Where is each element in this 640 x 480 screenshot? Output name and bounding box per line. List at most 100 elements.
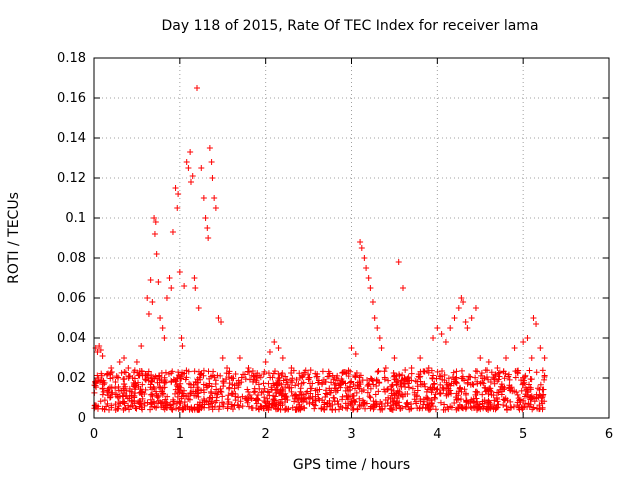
- data-point: [374, 325, 381, 331]
- baseline-point: [518, 404, 525, 411]
- baseline-point: [505, 385, 512, 392]
- baseline-point: [126, 385, 133, 392]
- baseline-point: [463, 404, 470, 411]
- baseline-point: [246, 392, 253, 399]
- baseline-point: [269, 374, 276, 381]
- data-point: [266, 349, 273, 355]
- baseline-point: [520, 397, 527, 404]
- baseline-point: [293, 395, 300, 402]
- baseline-point: [207, 388, 214, 395]
- baseline-point: [482, 388, 489, 395]
- baseline-point: [524, 404, 531, 411]
- baseline-point: [385, 377, 392, 384]
- baseline-point: [276, 374, 283, 381]
- baseline-point: [402, 367, 409, 374]
- baseline-point: [356, 379, 363, 386]
- baseline-point: [228, 390, 235, 397]
- data-point: [202, 215, 209, 221]
- baseline-point: [402, 391, 409, 398]
- baseline-point: [339, 396, 346, 403]
- data-point: [144, 295, 151, 301]
- baseline-point: [526, 367, 533, 374]
- baseline-point: [261, 394, 268, 401]
- baseline-point: [501, 397, 508, 404]
- baseline-point: [412, 398, 419, 405]
- baseline-point: [416, 405, 423, 412]
- baseline-point: [337, 384, 344, 391]
- baseline-point: [157, 384, 164, 391]
- baseline-point: [373, 401, 380, 408]
- baseline-point: [456, 384, 463, 391]
- baseline-point: [205, 401, 212, 408]
- baseline-point: [458, 367, 465, 374]
- baseline-point: [473, 406, 480, 413]
- data-point: [288, 365, 295, 371]
- data-point: [151, 231, 158, 237]
- x-tick-label: 3: [347, 427, 355, 442]
- baseline-point: [370, 381, 377, 388]
- baseline-point: [408, 400, 415, 407]
- baseline-point: [409, 385, 416, 392]
- baseline-point: [437, 373, 444, 380]
- baseline-point: [303, 390, 310, 397]
- baseline-point: [479, 400, 486, 407]
- baseline-point: [499, 383, 506, 390]
- baseline-point: [266, 401, 273, 408]
- baseline-point: [182, 376, 189, 383]
- baseline-point: [107, 375, 114, 382]
- baseline-point: [272, 387, 279, 394]
- baseline-point: [275, 390, 282, 397]
- x-tick-label: 5: [519, 427, 527, 442]
- baseline-point: [277, 387, 284, 394]
- baseline-point: [490, 392, 497, 399]
- baseline-point: [399, 405, 406, 412]
- baseline-point: [125, 402, 132, 409]
- baseline-point: [215, 389, 222, 396]
- baseline-point: [492, 405, 499, 412]
- baseline-point: [381, 376, 388, 383]
- data-point: [153, 251, 160, 257]
- grid-lines: [94, 58, 609, 418]
- baseline-point: [300, 379, 307, 386]
- baseline-point: [208, 398, 215, 405]
- baseline-point: [248, 404, 255, 411]
- data-point: [528, 355, 535, 361]
- data-point: [159, 325, 166, 331]
- baseline-point: [122, 405, 129, 412]
- baseline-point: [126, 395, 133, 402]
- baseline-point: [115, 374, 122, 381]
- baseline-point: [344, 405, 351, 412]
- data-point: [218, 319, 225, 325]
- baseline-point: [231, 402, 238, 409]
- baseline-point: [500, 368, 507, 375]
- baseline-point: [98, 370, 105, 377]
- data-point: [187, 179, 194, 185]
- baseline-point: [366, 380, 373, 387]
- data-point: [125, 365, 132, 371]
- baseline-point: [188, 405, 195, 412]
- baseline-point: [256, 406, 263, 413]
- data-point: [108, 365, 115, 371]
- data-point: [129, 375, 136, 381]
- baseline-point: [333, 385, 340, 392]
- data-point: [147, 277, 154, 283]
- data-point: [494, 365, 501, 371]
- baseline-point: [167, 404, 174, 411]
- data-point: [361, 255, 368, 261]
- baseline-point: [474, 389, 481, 396]
- baseline-point: [450, 369, 457, 376]
- data-point: [339, 379, 346, 385]
- baseline-point: [168, 378, 175, 385]
- baseline-point: [219, 378, 226, 385]
- data-point: [172, 185, 179, 191]
- baseline-point: [252, 379, 259, 386]
- baseline-point: [114, 405, 121, 412]
- baseline-point: [527, 401, 534, 408]
- baseline-point: [144, 399, 151, 406]
- baseline-point: [162, 369, 169, 376]
- baseline-point: [348, 378, 355, 385]
- baseline-point: [437, 399, 444, 406]
- baseline-point: [403, 400, 410, 407]
- data-point: [183, 159, 190, 165]
